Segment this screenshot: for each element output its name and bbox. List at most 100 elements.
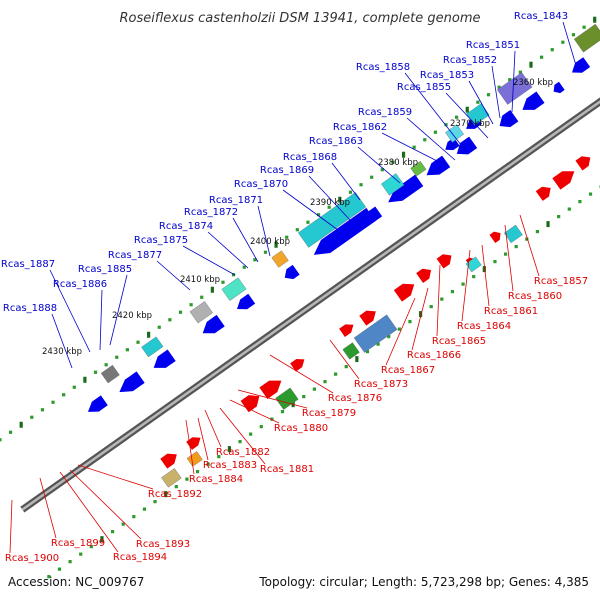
tick-mark <box>206 462 210 466</box>
leader-line <box>9 499 13 554</box>
reverse-gene-label: Rcas_1873 <box>354 379 408 390</box>
tick-mark <box>302 395 306 399</box>
forward-gene-label: Rcas_1874 <box>159 221 213 232</box>
backbone-layer <box>20 97 600 513</box>
leader-line <box>411 287 429 351</box>
tick-mark <box>525 237 529 241</box>
leader-line <box>282 189 339 231</box>
tick-mark <box>19 421 23 428</box>
reverse-gene-arrow <box>489 231 501 244</box>
tick-mark <box>338 196 342 203</box>
tick-mark <box>365 350 370 354</box>
forward-gene-arrow <box>426 155 451 176</box>
reverse-gene-label: Rcas_1864 <box>457 321 511 332</box>
tick-mark <box>503 252 508 256</box>
forward-gene-label: Rcas_1885 <box>78 264 132 275</box>
reverse-gene-arrow <box>393 283 415 302</box>
leader-line <box>504 224 514 292</box>
forward-gene-label: Rcas_1872 <box>184 207 238 218</box>
leader-line <box>406 117 456 161</box>
label-layer: 2360 kbp 2370 kbp 2380 kbp 2390 kbp 2400 kbp… <box>1 11 588 564</box>
tick-mark <box>418 311 423 318</box>
tick-mark <box>121 522 125 526</box>
tick-mark <box>217 455 221 459</box>
tick-mark <box>476 100 480 104</box>
forward-gene-label: Rcas_1863 <box>309 136 363 147</box>
reverse-gene-label: Rcas_1860 <box>508 291 562 302</box>
forward-gene-arrow <box>119 371 145 393</box>
tick-mark <box>348 190 353 194</box>
reverse-gene-label: Rcas_1894 <box>113 552 167 563</box>
tick-mark <box>546 221 550 228</box>
tick-mark <box>174 485 178 489</box>
tick-mark <box>0 438 2 442</box>
tick-mark <box>30 415 34 419</box>
reverse-gene-label: Rcas_1899 <box>51 538 105 549</box>
tick-mark <box>550 48 554 52</box>
leader-line <box>385 297 416 366</box>
tick-mark <box>440 297 444 301</box>
leader-line <box>109 274 128 346</box>
forward-gene-label: Rcas_1859 <box>358 107 412 118</box>
reverse-gene-label: Rcas_1893 <box>136 539 190 550</box>
tick-mark <box>249 432 253 436</box>
tick-mark <box>72 385 76 389</box>
leader-line <box>99 289 103 351</box>
tick-mark <box>423 138 427 142</box>
tick-mark <box>578 199 582 204</box>
leader-line <box>481 244 490 307</box>
feature-block <box>497 72 533 105</box>
tick-mark <box>47 575 51 579</box>
tick-mark <box>100 536 104 543</box>
tick-mark <box>535 230 540 234</box>
kbp-tick-label: 2370 kbp <box>450 119 490 129</box>
reverse-gene-label: Rcas_1861 <box>484 306 538 317</box>
tick-mark <box>465 106 469 113</box>
tick-mark <box>391 160 395 164</box>
feature-block <box>503 224 523 244</box>
tick-mark <box>136 340 140 344</box>
tick-mark <box>8 430 13 434</box>
tick-mark <box>444 123 448 127</box>
tick-mark <box>189 303 193 307</box>
reverse-gene-label: Rcas_1866 <box>407 350 461 361</box>
forward-gene-label: Rcas_1877 <box>108 250 162 261</box>
forward-gene-label: Rcas_1870 <box>234 179 288 190</box>
reverse-gene-arrow <box>160 453 177 469</box>
tick-mark <box>51 400 55 404</box>
leader-line <box>197 417 209 461</box>
reverse-gene-arrow <box>240 395 260 413</box>
forward-gene-arrow <box>313 207 376 255</box>
feature-block <box>161 468 182 488</box>
leader-line <box>381 132 446 166</box>
tick-mark <box>557 215 561 219</box>
forward-gene-label: Rcas_1875 <box>134 235 188 246</box>
tick-mark <box>57 567 62 571</box>
leader-line <box>69 469 142 540</box>
tick-mark <box>89 545 93 549</box>
tick-mark <box>334 372 338 376</box>
reverse-gene-arrow <box>290 358 305 372</box>
tick-mark <box>210 286 214 293</box>
leader-line <box>468 80 494 125</box>
leader-line <box>49 269 91 353</box>
tick-mark <box>455 115 459 119</box>
tick-mark <box>518 70 522 74</box>
forward-gene-label: Rcas_1869 <box>260 165 314 176</box>
leader-line <box>237 389 308 409</box>
leader-line <box>329 339 360 380</box>
leader-line <box>51 313 73 369</box>
tick-mark <box>514 245 518 249</box>
leader-line <box>182 245 236 276</box>
forward-gene-label: Rcas_1843 <box>514 11 568 22</box>
feature-block <box>221 277 247 301</box>
tick-mark <box>508 78 512 82</box>
tick-mark <box>401 151 406 158</box>
kbp-tick-label: 2360 kbp <box>513 78 553 88</box>
tick-mark <box>263 250 268 254</box>
feature-block <box>189 301 213 324</box>
tick-mark <box>571 33 576 37</box>
tick-mark <box>567 207 571 211</box>
forward-gene-label: Rcas_1853 <box>420 70 474 81</box>
